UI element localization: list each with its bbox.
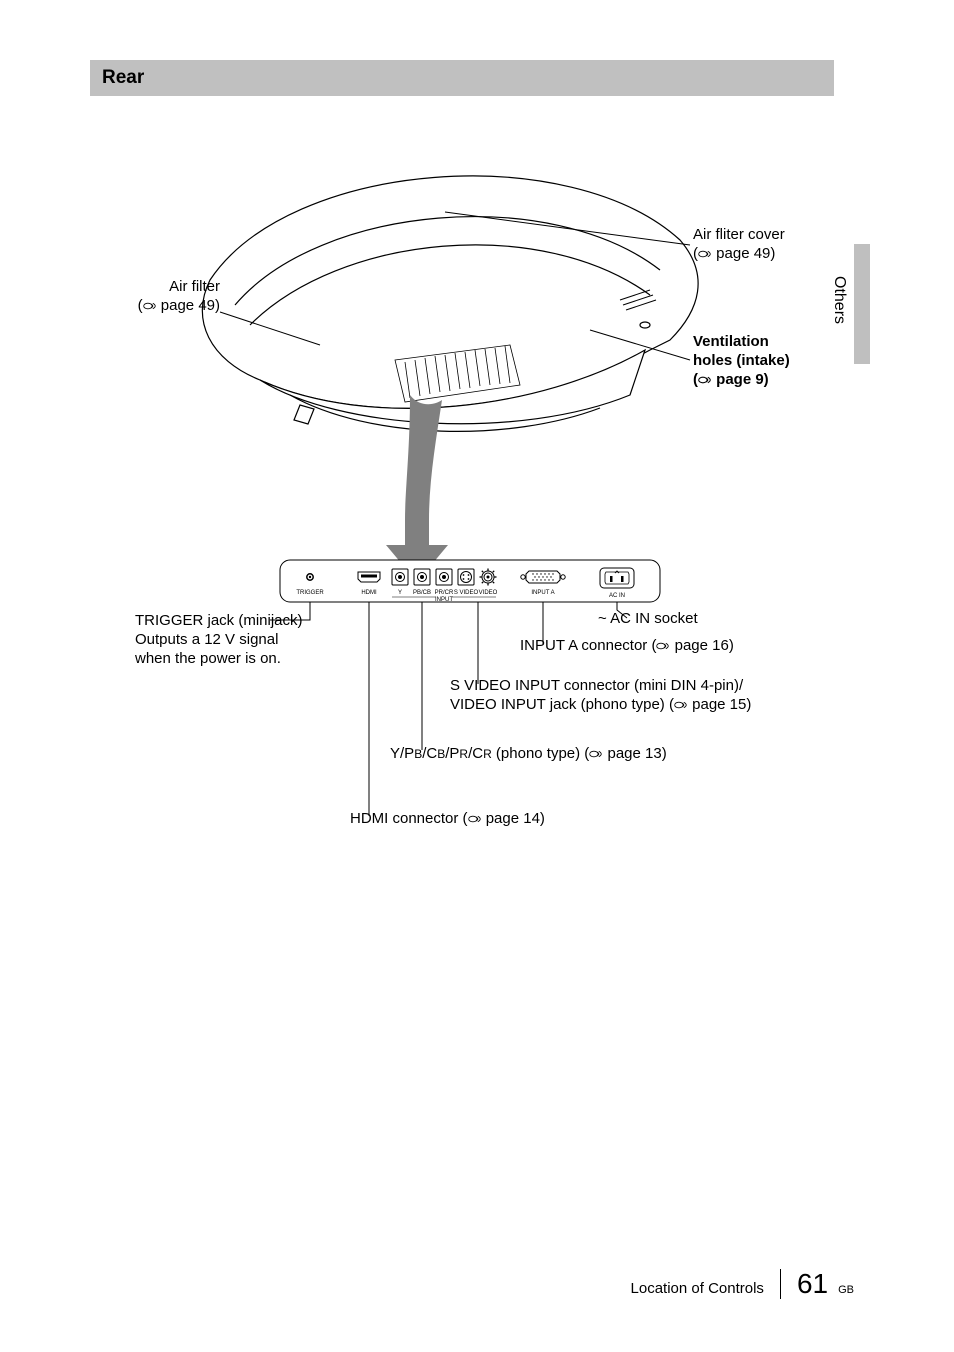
section-title: Rear [102, 67, 144, 89]
callout-air-filter: Air filter ( page 49) [110, 278, 220, 316]
panel-label-video: VIDEO [479, 590, 498, 596]
page-ref-icon [698, 375, 712, 385]
page-gb: GB [838, 1284, 854, 1296]
page-ref-icon [674, 700, 688, 710]
callout-text: Air filter [110, 278, 220, 297]
callout-input-a: INPUT A connector ( page 16) [520, 637, 734, 656]
diagram-area: TRIGGER HDMI Y PB/CB PR/CR [90, 150, 860, 870]
callout-air-filter-cover: Air fliter cover ( page 49) [693, 226, 785, 264]
panel-label-y: Y [398, 590, 402, 596]
callout-text: S VIDEO INPUT connector (mini DIN 4-pin)… [450, 677, 751, 696]
callout-text: ( page 9) [693, 371, 790, 390]
callout-text: when the power is on. [135, 650, 303, 669]
panel-label-inputa: INPUT A [531, 590, 554, 596]
page-ref-icon [468, 814, 482, 824]
callout-trigger: TRIGGER jack (minijack) Outputs a 12 V s… [135, 612, 303, 668]
callout-ypbpr: Y/PB/CB/PR/CR (phono type) ( page 13) [390, 745, 667, 764]
panel-label-pbcb: PB/CB [413, 590, 431, 596]
footer-title: Location of Controls [631, 1280, 764, 1297]
callout-text: Air fliter cover [693, 226, 785, 245]
callout-text: holes (intake) [693, 352, 790, 371]
callout-acin: ~ AC IN socket [598, 610, 698, 629]
section-header: Rear [90, 60, 834, 96]
page-ref-icon [698, 249, 712, 259]
panel-label-svideo: S VIDEO [454, 590, 479, 596]
callout-ventilation: Ventilation holes (intake) ( page 9) [693, 333, 790, 389]
callout-text: VIDEO INPUT jack (phono type) ( page 15) [450, 696, 751, 715]
page-ref-icon [589, 749, 603, 759]
connector-panel: TRIGGER HDMI Y PB/CB PR/CR [280, 560, 660, 603]
page-number: 61 [797, 1268, 828, 1300]
callout-text: Outputs a 12 V signal [135, 631, 303, 650]
projector-illustration [202, 176, 698, 431]
panel-label-prcr: PR/CR [435, 590, 454, 596]
page-ref-icon [656, 641, 670, 651]
callout-text: ( page 49) [693, 245, 785, 264]
page-footer: Location of Controls 61 GB [631, 1268, 854, 1300]
callout-text: TRIGGER jack (minijack) [135, 612, 303, 631]
page-ref-icon [143, 301, 157, 311]
panel-label-input: INPUT [435, 597, 453, 603]
callout-hdmi: HDMI connector ( page 14) [350, 810, 545, 829]
panel-label-acin: AC IN [609, 593, 625, 599]
callout-text: ( page 49) [110, 297, 220, 316]
panel-label-hdmi: HDMI [361, 590, 377, 596]
panel-label-trigger: TRIGGER [296, 590, 324, 596]
callout-text: Ventilation [693, 333, 790, 352]
callout-svideo: S VIDEO INPUT connector (mini DIN 4-pin)… [450, 677, 751, 715]
footer-divider [780, 1269, 781, 1299]
